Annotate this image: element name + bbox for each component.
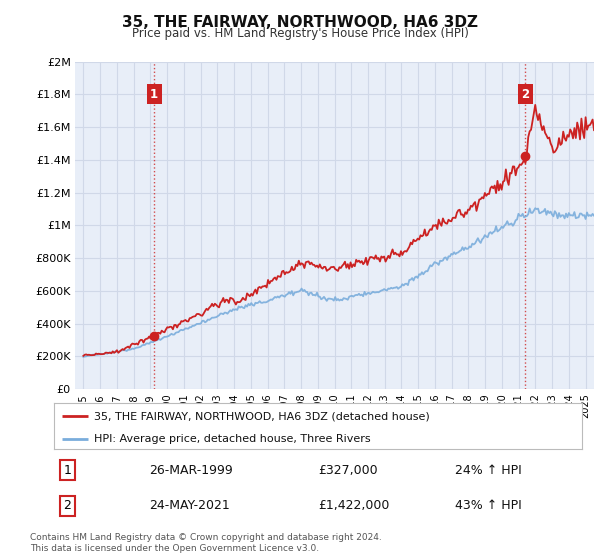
- Text: 2: 2: [63, 500, 71, 512]
- Text: 35, THE FAIRWAY, NORTHWOOD, HA6 3DZ: 35, THE FAIRWAY, NORTHWOOD, HA6 3DZ: [122, 15, 478, 30]
- Text: 35, THE FAIRWAY, NORTHWOOD, HA6 3DZ (detached house): 35, THE FAIRWAY, NORTHWOOD, HA6 3DZ (det…: [94, 411, 430, 421]
- Text: 1: 1: [150, 88, 158, 101]
- Text: 24-MAY-2021: 24-MAY-2021: [149, 500, 230, 512]
- Text: £327,000: £327,000: [318, 464, 377, 477]
- Text: HPI: Average price, detached house, Three Rivers: HPI: Average price, detached house, Thre…: [94, 434, 370, 444]
- Text: 2: 2: [521, 88, 529, 101]
- Text: £1,422,000: £1,422,000: [318, 500, 389, 512]
- Text: Contains HM Land Registry data © Crown copyright and database right 2024.
This d: Contains HM Land Registry data © Crown c…: [30, 533, 382, 553]
- Text: 26-MAR-1999: 26-MAR-1999: [149, 464, 233, 477]
- Text: 24% ↑ HPI: 24% ↑ HPI: [455, 464, 522, 477]
- Text: 43% ↑ HPI: 43% ↑ HPI: [455, 500, 522, 512]
- Text: Price paid vs. HM Land Registry's House Price Index (HPI): Price paid vs. HM Land Registry's House …: [131, 27, 469, 40]
- Text: 1: 1: [63, 464, 71, 477]
